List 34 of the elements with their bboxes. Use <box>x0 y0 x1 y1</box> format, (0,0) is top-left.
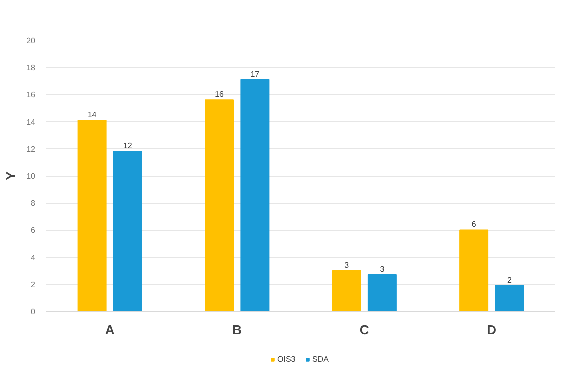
bar <box>240 79 270 312</box>
data-label: 6 <box>472 220 477 230</box>
legend-label: SDA <box>312 355 330 364</box>
y-tick-label: 2 <box>31 280 36 290</box>
bar <box>460 230 489 312</box>
data-label: 17 <box>250 70 260 79</box>
y-tick-label: 10 <box>26 172 36 181</box>
legend-label: OIS3 <box>278 355 297 364</box>
x-tick-label: B <box>232 322 242 338</box>
y-tick-label: 14 <box>26 118 36 127</box>
bar <box>78 120 107 312</box>
y-tick-label: 20 <box>26 36 36 46</box>
data-label: 12 <box>123 142 133 151</box>
y-tick-label: 12 <box>26 144 36 154</box>
y-tick-label: 0 <box>31 308 36 316</box>
bar <box>113 151 142 312</box>
y-tick-label: 6 <box>31 226 36 236</box>
x-tick-label: A <box>105 322 116 338</box>
x-tick-label: C <box>360 322 370 338</box>
y-axis-title: Y <box>4 171 19 180</box>
y-tick-label: 16 <box>26 90 36 100</box>
bar <box>368 274 397 312</box>
data-label: 16 <box>215 90 225 100</box>
data-label: 3 <box>380 264 386 274</box>
bar <box>495 285 524 312</box>
bar <box>205 100 234 312</box>
y-tick-label: 4 <box>31 253 36 262</box>
data-label: 3 <box>344 260 350 270</box>
bar <box>332 270 362 312</box>
y-tick-label: 8 <box>31 199 36 208</box>
data-label: 2 <box>507 276 512 285</box>
x-tick-label: D <box>487 322 497 338</box>
y-tick-label: 18 <box>26 64 36 73</box>
data-label: 14 <box>88 110 98 120</box>
